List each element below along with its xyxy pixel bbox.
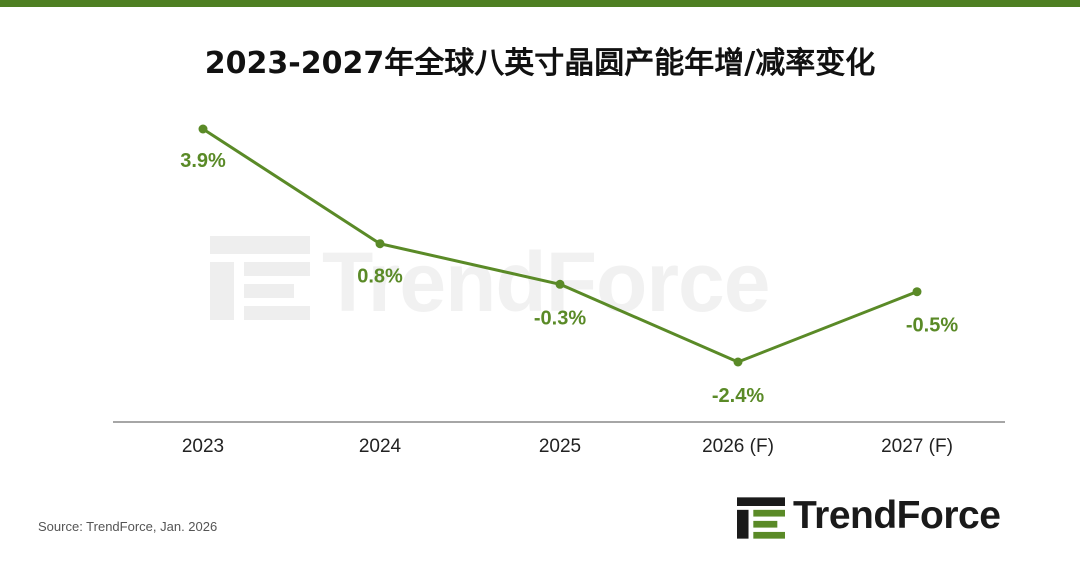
- watermark-logo-icon: [210, 236, 310, 320]
- x-tick-label: 2025: [539, 436, 581, 457]
- data-point: [375, 239, 385, 249]
- trendforce-logo-icon: [737, 497, 785, 539]
- brand-logo: TrendForce: [737, 494, 1057, 544]
- chart-title: 2023-2027年全球八英寸晶圆产能年增/减率变化: [204, 46, 876, 81]
- data-point: [555, 279, 565, 289]
- x-tick-label: 2026 (F): [702, 436, 774, 457]
- data-point: [198, 124, 208, 134]
- series-layer: [198, 124, 922, 367]
- data-label: -2.4%: [712, 385, 764, 407]
- data-label: -0.5%: [906, 315, 958, 337]
- brand-name: TrendForce: [793, 494, 1001, 537]
- top-accent-bar: [0, 0, 1080, 7]
- data-label: -0.3%: [534, 307, 586, 329]
- data-label: 3.9%: [180, 150, 226, 172]
- x-tick-label: 2024: [359, 436, 402, 457]
- data-label-layer: 3.9% 0.8% -0.3% -2.4% -0.5%: [180, 150, 958, 407]
- data-label: 0.8%: [357, 266, 403, 288]
- x-tick-label: 2027 (F): [881, 436, 953, 457]
- data-point: [733, 357, 743, 367]
- x-tick-label: 2023: [182, 436, 224, 457]
- tick-label-layer: 2023 2024 2025 2026 (F) 2027 (F): [182, 436, 953, 457]
- data-point: [912, 287, 922, 297]
- source-note: Source: TrendForce, Jan. 2026: [38, 519, 218, 534]
